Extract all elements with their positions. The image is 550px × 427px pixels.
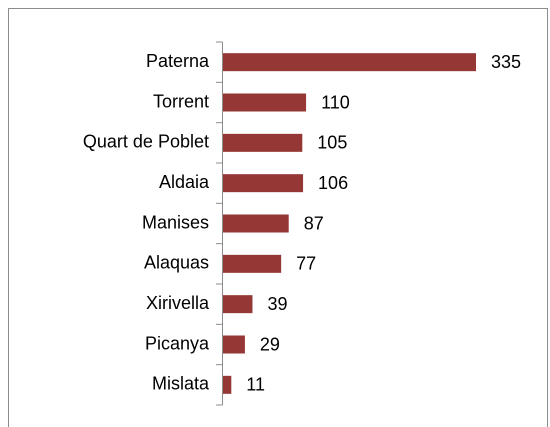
bar <box>223 93 307 112</box>
y-tick-label: Manises <box>142 212 209 232</box>
data-label: 77 <box>296 254 316 274</box>
y-tick-label: Aldaia <box>159 172 210 192</box>
y-tick-label: Picanya <box>145 333 210 353</box>
y-tick-label: Quart de Poblet <box>83 132 209 152</box>
y-tick-label: Xirivella <box>146 293 210 313</box>
bar <box>223 53 476 72</box>
bar <box>223 295 253 314</box>
data-label: 106 <box>318 173 348 193</box>
bar <box>223 335 245 354</box>
data-label: 87 <box>304 213 324 233</box>
data-label: 105 <box>317 133 347 153</box>
bar <box>223 254 282 273</box>
chart-frame <box>8 8 548 427</box>
y-tick-label: Alaquas <box>144 253 209 273</box>
bar <box>223 375 232 394</box>
bar <box>223 174 304 193</box>
bar <box>223 133 303 152</box>
data-label: 335 <box>491 52 521 72</box>
data-label: 39 <box>267 294 287 314</box>
y-tick-label: Mislata <box>152 374 210 394</box>
bar <box>223 214 289 233</box>
data-label: 110 <box>321 92 350 112</box>
data-label: 11 <box>246 375 265 395</box>
y-tick-label: Torrent <box>153 91 209 111</box>
y-tick-label: Paterna <box>146 51 210 71</box>
data-label: 29 <box>260 334 280 354</box>
